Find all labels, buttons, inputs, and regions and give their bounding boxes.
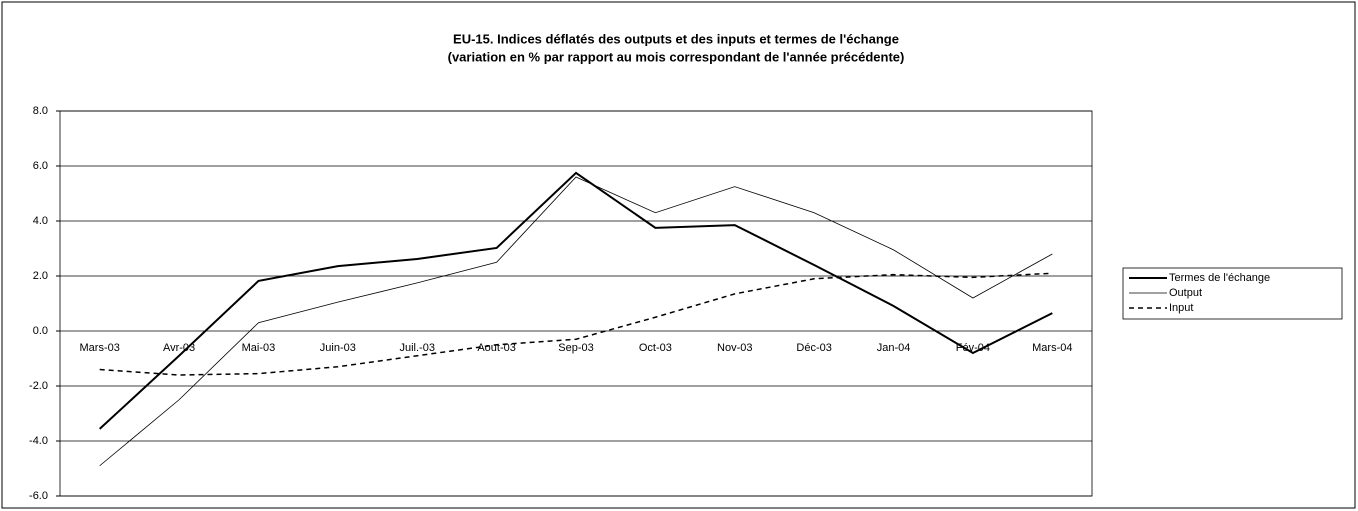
y-tick-label: 0.0 bbox=[33, 325, 48, 337]
x-tick-label: Fév-04 bbox=[956, 342, 990, 354]
y-tick-label: -2.0 bbox=[29, 380, 48, 392]
plot-border bbox=[59, 110, 1093, 497]
x-tick-label: Juin-03 bbox=[320, 342, 356, 354]
chart-title: EU-15. Indices déflatés des outputs et d… bbox=[453, 31, 899, 46]
y-tick-label: 6.0 bbox=[33, 160, 48, 172]
x-tick-label: Avr-03 bbox=[163, 342, 195, 354]
legend-label: Output bbox=[1169, 287, 1202, 299]
legend-label: Input bbox=[1169, 302, 1193, 314]
x-tick-label: Aout-03 bbox=[477, 342, 516, 354]
legend-label: Termes de l'échange bbox=[1169, 272, 1270, 284]
chart-subtitle: (variation en % par rapport au mois corr… bbox=[448, 49, 905, 64]
x-tick-label: Juil.-03 bbox=[399, 342, 434, 354]
x-tick-label: Sep-03 bbox=[558, 342, 593, 354]
x-tick-label: Mars-04 bbox=[1032, 342, 1072, 354]
series-line bbox=[99, 272, 1053, 376]
y-tick-label: 2.0 bbox=[33, 270, 48, 282]
x-tick-label: Mars-03 bbox=[80, 342, 120, 354]
y-tick-label: 4.0 bbox=[33, 215, 48, 227]
series-line bbox=[99, 171, 1053, 430]
y-tick-label: -4.0 bbox=[29, 435, 48, 447]
series-line bbox=[99, 176, 1053, 467]
legend-box bbox=[1122, 267, 1343, 320]
x-tick-label: Mai-03 bbox=[242, 342, 276, 354]
x-tick-label: Jan-04 bbox=[877, 342, 911, 354]
y-tick-label: 8.0 bbox=[33, 105, 48, 117]
x-tick-label: Déc-03 bbox=[796, 342, 831, 354]
x-tick-label: Oct-03 bbox=[639, 342, 672, 354]
x-tick-label: Nov-03 bbox=[717, 342, 752, 354]
y-tick-label: -6.0 bbox=[29, 490, 48, 502]
